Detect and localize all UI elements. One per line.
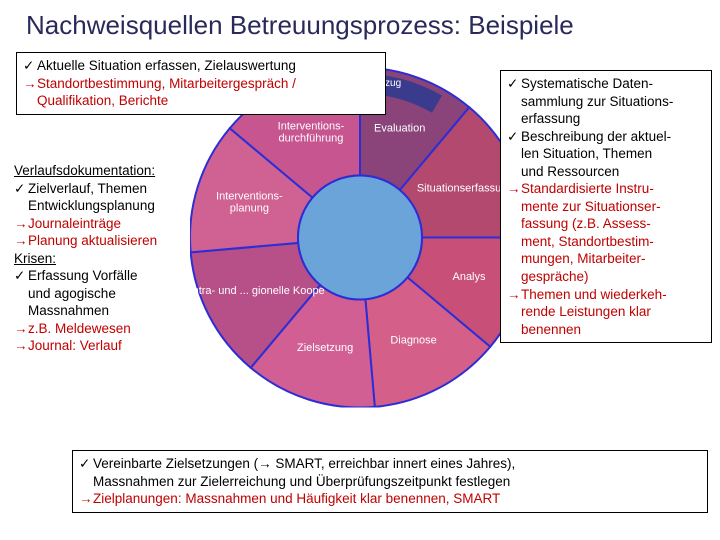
text-line: fassung (z.B. Assess- [507,215,705,233]
text-line: Massnahmen [14,302,217,320]
text-line: sammlung zur Situations- [507,93,705,111]
text-line: rende Leistungen klar [507,303,705,321]
text-line: ✓Systematische Daten- [507,75,705,93]
pie-slice-label: Analys [452,271,486,283]
text-line: ✓Zielverlauf, Themen [14,180,217,198]
text-line: Entwicklungsplanung [14,197,217,215]
text-line: mente zur Situationser- [507,198,705,216]
text-line: →Standortbestimmung, Mitarbeitergespräch… [23,75,379,93]
text-line: ✓Erfassung Vorfälle [14,267,217,285]
text-line: →Journaleinträge [14,215,217,233]
text-line: →Zielplanungen: Massnahmen und Häufigkei… [79,490,701,508]
text-line: →Themen und wiederkeh- [507,286,705,304]
text-line: Massnahmen zur Zielerreichung und Überpr… [79,473,701,491]
text-line: und Ressourcen [507,163,705,181]
pie-slice-label: Diagnose [390,334,436,346]
process-pie: Evaluation Situationserfassung Analys Diagn… [190,68,530,413]
pie-slice-label: Zielsetzung [297,342,353,354]
text-line: erfassung [507,110,705,128]
pie-slice-label: Interventions- [278,120,345,132]
pie-slice-label: Situationserfassung [417,182,514,194]
text-line: ✓Aktuelle Situation erfassen, Zielauswer… [23,57,379,75]
box-right: ✓Systematische Daten-sammlung zur Situat… [500,70,712,343]
box-top-left: ✓Aktuelle Situation erfassen, Zielauswer… [16,52,386,115]
box-left: Verlaufsdokumentation:✓Zielverlauf, Them… [8,158,223,359]
pie-slice-label: planung [230,203,269,215]
pie-center [298,176,422,300]
text-line: Krisen: [14,250,217,268]
text-line: →Standardisierte Instru- [507,180,705,198]
page-title: Nachweisquellen Betreuungsprozess: Beisp… [0,0,720,49]
text-line: benennen [507,321,705,339]
pie-slice-label: Interventions- [216,191,283,203]
text-line: len Situation, Themen [507,145,705,163]
text-line: ment, Standortbestim- [507,233,705,251]
box-bottom: ✓Vereinbarte Zielsetzungen (→ SMART, err… [72,450,708,513]
text-line: →Planung aktualisieren [14,232,217,250]
text-line: ✓Vereinbarte Zielsetzungen (→ SMART, err… [79,455,701,473]
pie-slice-label: durchführung [279,132,344,144]
text-line: ✓Beschreibung der aktuel- [507,128,705,146]
text-line: →z.B. Meldewesen [14,320,217,338]
text-line: mungen, Mitarbeiter- [507,250,705,268]
text-line: Qualifikation, Berichte [23,92,379,110]
text-line: →Journal: Verlauf [14,337,217,355]
pie-slice-label: Evaluation [374,122,425,134]
text-line: und agogische [14,285,217,303]
text-line: gespräche) [507,268,705,286]
text-line: Verlaufsdokumentation: [14,162,217,180]
